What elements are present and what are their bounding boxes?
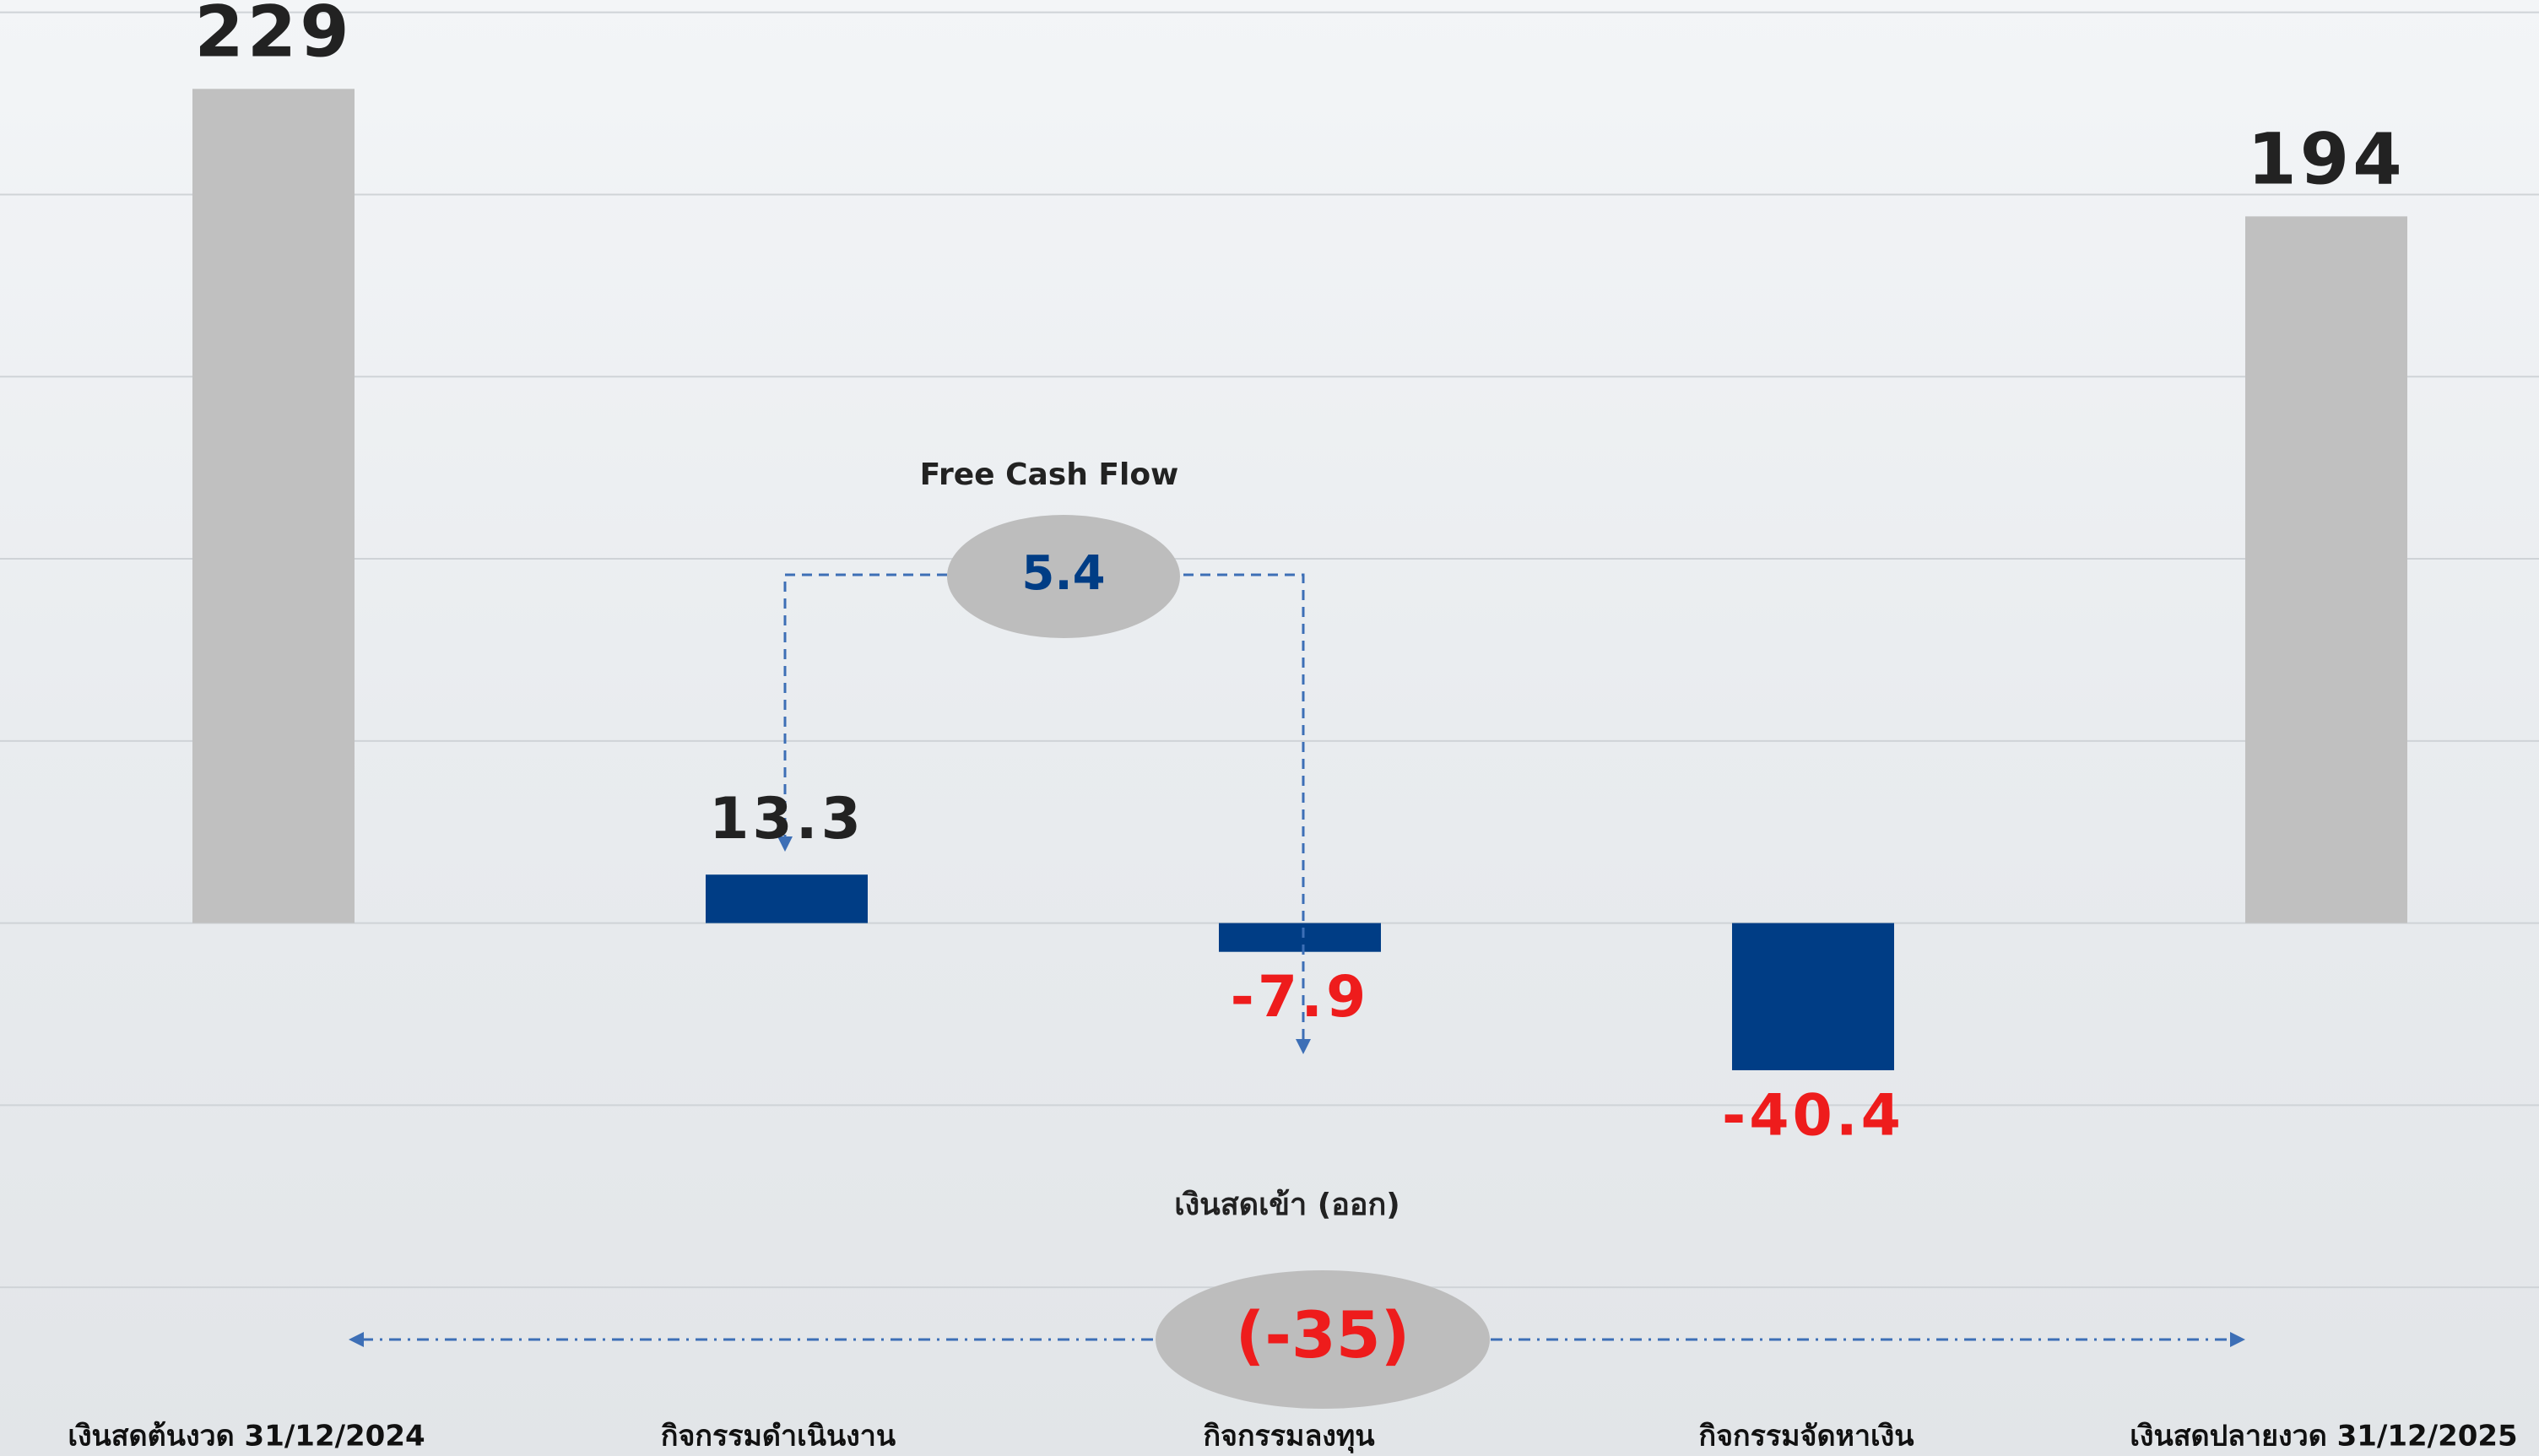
x-tick-label: กิจกรรมลงทุน (1203, 1420, 1374, 1454)
x-tick-label: เงินสดต้นงวด 31/12/2024 (68, 1420, 425, 1453)
value-label: 194 (2247, 117, 2405, 200)
value-label: -7.9 (1231, 964, 1370, 1031)
annotation-title: เงินสดเข้า (ออก) (1174, 1188, 1399, 1222)
bar (2245, 216, 2407, 923)
labels: เงินสดต้นงวด 31/12/2024 229 กิจกรรมดำเนินง… (68, 0, 2517, 1454)
bar (1219, 923, 1381, 952)
annotation-bubble (1156, 1270, 1490, 1409)
annotation-value: 5.4 (1021, 546, 1105, 601)
bars (192, 89, 2407, 1070)
value-label: -40.4 (1722, 1083, 1904, 1150)
annotation-bubble (947, 515, 1180, 638)
value-label: 229 (194, 0, 352, 73)
bar (192, 89, 355, 923)
bar (1732, 923, 1894, 1070)
x-tick-label: เงินสดปลายงวด 31/12/2025 (2130, 1420, 2517, 1453)
bar (706, 874, 868, 923)
x-tick-label: กิจกรรมจัดหาเงิน (1699, 1420, 1914, 1453)
connectors (349, 573, 2245, 1347)
fcf-connector (1183, 573, 1311, 1054)
value-label: 13.3 (709, 786, 864, 852)
x-tick-label: กิจกรรมดำเนินงาน (661, 1420, 896, 1453)
annotation-title: Free Cash Flow (920, 457, 1179, 492)
annotation-value: (-35) (1236, 1297, 1410, 1372)
fcf-connector (777, 573, 947, 852)
